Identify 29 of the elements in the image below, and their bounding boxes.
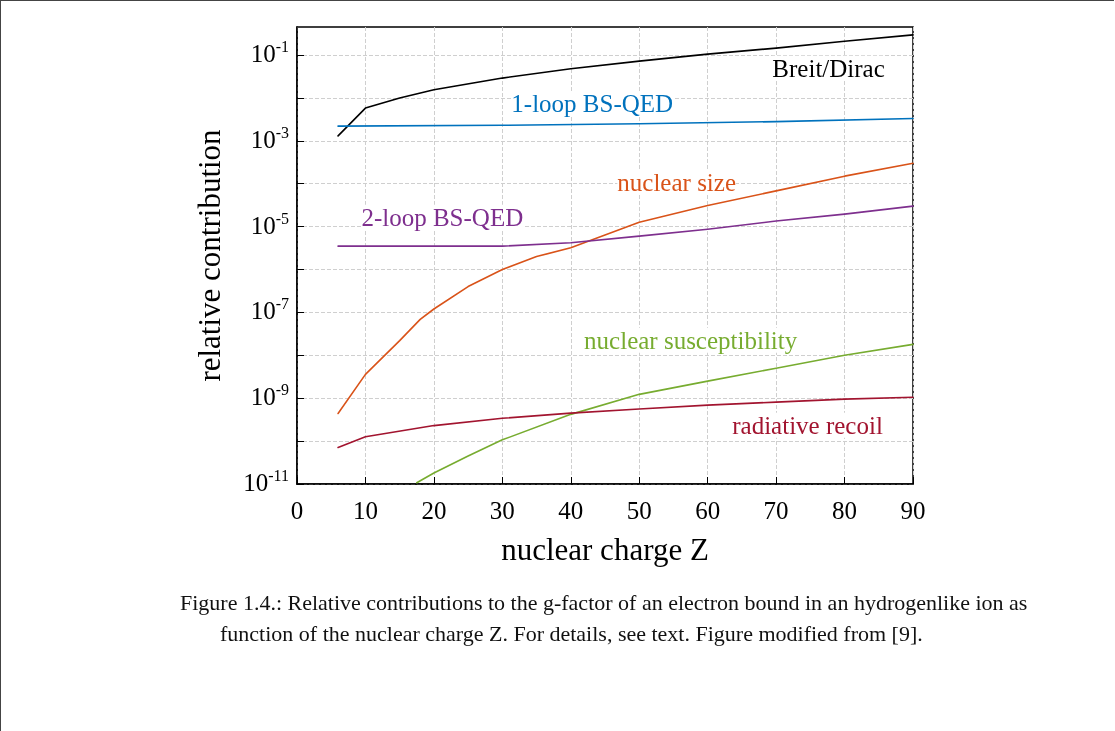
x-tick-label: 0	[290, 497, 304, 524]
x-tick-label: 30	[489, 497, 515, 524]
y-tick-label: 10$^{-3}$	[250, 123, 289, 155]
x-tick-label: 80	[832, 497, 858, 524]
x-tick-label: 20	[421, 497, 447, 524]
series-label: 2-loop BS-QED	[361, 203, 524, 231]
series-label: nuclear size	[617, 169, 737, 197]
y-tick-label: 10$^{-11}$	[243, 467, 289, 498]
y-tick-label: 10$^{-5}$	[250, 209, 289, 241]
x-tick-label: 90	[900, 497, 926, 524]
x-tick-label: 50	[626, 497, 652, 524]
x-tick-label: 70	[763, 497, 789, 524]
line-series	[337, 396, 914, 449]
line-series	[337, 162, 914, 415]
line-series	[337, 117, 914, 127]
y-tick-label: 10$^{-7}$	[250, 295, 289, 327]
x-axis-title: nuclear charge Z	[501, 532, 709, 567]
y-axis-title: relative contribution	[192, 128, 227, 382]
series-label: nuclear susceptibility	[584, 326, 798, 354]
caption: Figure 1.4.: Relative contributions to the g-factor of an electron bound in an hydrogenlike ion as function of the nuclear charge Z. For details, see text. Figure modified from [9].	[180, 589, 1029, 648]
line-series	[337, 205, 914, 247]
series-label: 1-loop BS-QED	[511, 90, 674, 118]
y-tick-label: 10$^{-9}$	[250, 381, 289, 413]
x-tick-label: 10	[352, 497, 378, 524]
series-label: Breit/Dirac	[772, 54, 885, 82]
y-tick-label: 10$^{-1}$	[250, 38, 289, 69]
series-label: radiative recoil	[732, 411, 883, 439]
x-tick-label: 40	[558, 497, 584, 524]
x-tick-label: 60	[695, 497, 721, 524]
